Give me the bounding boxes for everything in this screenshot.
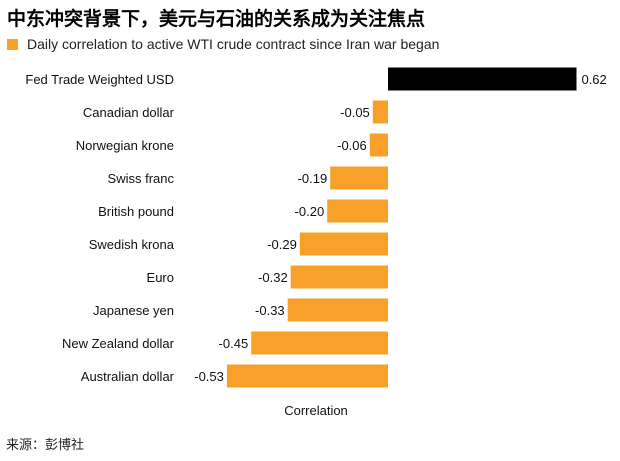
x-axis-label: Correlation — [284, 403, 348, 418]
value-label: -0.19 — [298, 171, 328, 186]
category-label: Swiss franc — [108, 171, 175, 186]
legend-swatch — [7, 38, 18, 50]
category-label: Japanese yen — [93, 303, 174, 318]
bar — [388, 67, 577, 91]
bar — [290, 265, 388, 289]
bar — [330, 166, 388, 190]
category-label: Australian dollar — [81, 369, 175, 384]
bar — [369, 133, 388, 157]
value-label: -0.20 — [295, 204, 325, 219]
category-label: Canadian dollar — [83, 105, 175, 120]
bar-chart: Fed Trade Weighted USD 0.62 Canadian dolla… — [25, 67, 607, 418]
category-label: Fed Trade Weighted USD — [25, 72, 174, 87]
bar — [327, 199, 388, 223]
category-label: Swedish krona — [89, 237, 175, 252]
value-label: -0.05 — [340, 105, 370, 120]
bar — [372, 100, 388, 124]
value-label: -0.29 — [267, 237, 297, 252]
chart-title: 中东冲突背景下，美元与石油的关系成为关注焦点 — [7, 8, 426, 30]
legend: Daily correlation to active WTI crude co… — [7, 36, 439, 52]
value-label: -0.53 — [194, 369, 224, 384]
value-label: -0.33 — [255, 303, 285, 318]
bar — [287, 298, 388, 322]
value-label: -0.45 — [219, 336, 249, 351]
value-label: 0.62 — [581, 72, 606, 87]
source-note: 来源：彭博社 — [6, 438, 85, 453]
bar — [299, 232, 388, 256]
category-label: New Zealand dollar — [62, 336, 175, 351]
category-label: British pound — [98, 204, 174, 219]
value-label: -0.06 — [337, 138, 367, 153]
bar — [226, 364, 388, 388]
category-label: Norwegian krone — [76, 138, 174, 153]
category-label: Euro — [147, 270, 174, 285]
value-label: -0.32 — [258, 270, 288, 285]
bar — [251, 331, 388, 355]
legend-label: Daily correlation to active WTI crude co… — [27, 36, 440, 52]
